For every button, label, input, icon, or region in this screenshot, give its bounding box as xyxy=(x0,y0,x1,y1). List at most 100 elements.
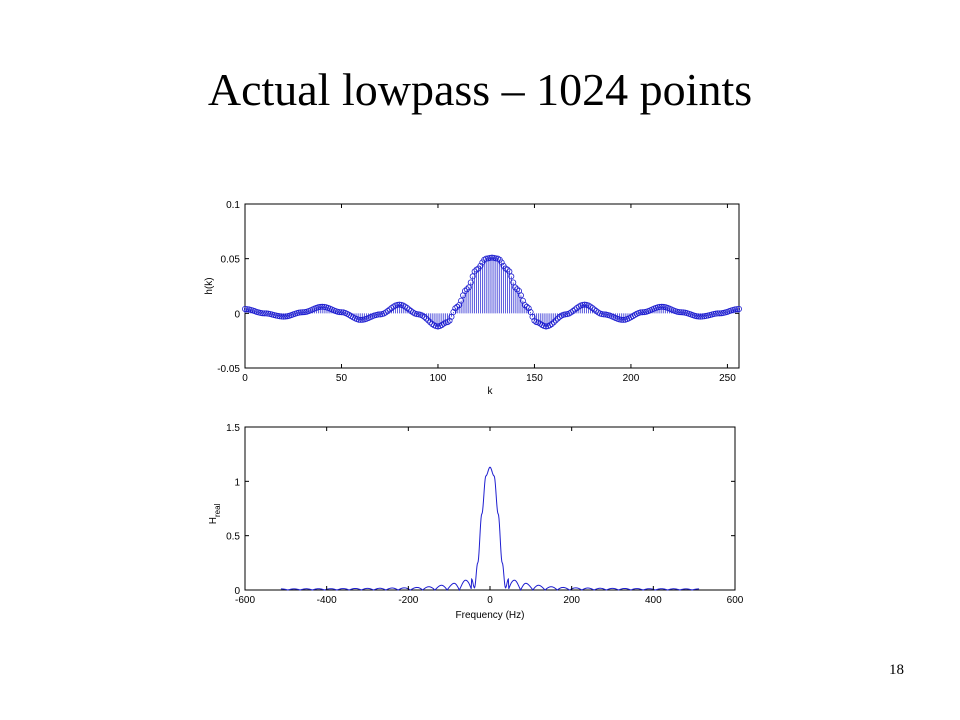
stem-marker xyxy=(467,279,474,286)
stem-marker xyxy=(336,309,343,316)
stem-marker xyxy=(413,311,420,318)
bottom-ytick-label: 0.5 xyxy=(226,532,240,543)
bottom-xtick-label: -200 xyxy=(398,595,418,606)
stem-marker xyxy=(463,286,470,293)
bottom-ylabel-main: H xyxy=(208,517,219,524)
stem-marker xyxy=(498,259,505,266)
top-xtick-label: 150 xyxy=(526,373,543,384)
top-xtick-label: 0 xyxy=(242,373,248,384)
stem-marker xyxy=(508,273,515,280)
bottom-xtick-label: 600 xyxy=(727,595,744,606)
stem-marker xyxy=(487,254,494,261)
stem-marker xyxy=(514,286,521,293)
stem-marker xyxy=(510,279,517,286)
stem-marker xyxy=(589,304,596,311)
stem-marker xyxy=(427,319,434,326)
stem-marker xyxy=(504,266,511,273)
stem-marker xyxy=(297,309,304,316)
stem-marker xyxy=(319,303,326,310)
stem-marker xyxy=(550,319,557,326)
stem-marker xyxy=(579,301,586,308)
stem-marker xyxy=(280,313,287,320)
stem-marker xyxy=(338,309,345,316)
stem-marker xyxy=(525,305,532,312)
stem-marker xyxy=(581,301,588,308)
bottom-ytick-label: 1 xyxy=(234,477,240,488)
stem-marker xyxy=(637,309,644,316)
bottom-xtick-label: 400 xyxy=(645,595,662,606)
stem-marker xyxy=(461,287,468,294)
stem-marker xyxy=(697,313,704,320)
bottom-xlabel: Frequency (Hz) xyxy=(456,610,525,621)
stem-marker xyxy=(433,323,440,330)
stem-marker xyxy=(396,301,403,308)
stem-marker xyxy=(552,317,559,324)
bottom-xtick-label: -600 xyxy=(235,595,255,606)
top-xtick-label: 250 xyxy=(719,373,736,384)
stem-marker xyxy=(317,303,324,310)
bottom-xtick-label: 200 xyxy=(563,595,580,606)
stem-marker xyxy=(278,313,285,320)
stem-marker xyxy=(446,317,453,324)
stem-marker xyxy=(699,313,706,320)
stem-marker xyxy=(639,309,646,316)
stem-marker xyxy=(469,273,476,280)
stem-marker xyxy=(477,262,484,269)
stem-marker xyxy=(676,309,683,316)
stem-marker xyxy=(570,308,577,315)
top-ytick-label: -0.05 xyxy=(217,364,240,375)
stem-marker xyxy=(517,292,524,299)
bottom-xtick-label: -400 xyxy=(317,595,337,606)
stem-marker xyxy=(299,309,306,316)
stem-marker xyxy=(658,303,665,310)
stem-marker xyxy=(404,304,411,311)
stem-marker xyxy=(554,315,561,322)
top-ytick-label: 0 xyxy=(234,309,240,320)
top-xlabel: k xyxy=(488,386,494,397)
stem-marker xyxy=(587,303,594,310)
top-xtick-label: 50 xyxy=(336,373,348,384)
stem-marker xyxy=(620,316,627,323)
stem-marker xyxy=(488,254,495,261)
stem-marker xyxy=(506,268,513,275)
top-xtick-label: 200 xyxy=(623,373,640,384)
stem-marker xyxy=(716,310,723,317)
stem-marker xyxy=(241,305,248,312)
stem-marker xyxy=(382,309,389,316)
stem-marker xyxy=(543,323,550,330)
stem-marker xyxy=(734,306,741,313)
bottom-ytick-label: 0 xyxy=(234,586,240,597)
stem-marker xyxy=(452,305,459,312)
bottom-axis-ticks: -600 -400 -200 0 200 400 600 0 0.5 1 1.5 xyxy=(226,423,744,606)
top-ylabel: h(k) xyxy=(204,277,215,294)
stem-marker xyxy=(386,306,393,313)
frequency-response-plot: -600 -400 -200 0 200 400 600 0 0.5 1 1.5 Frequency… xyxy=(208,423,744,621)
stem-marker xyxy=(419,312,426,319)
stem-marker xyxy=(714,310,721,317)
bottom-xtick-label: 0 xyxy=(487,595,493,606)
stem-marker xyxy=(357,316,364,323)
stem-marker xyxy=(695,313,702,320)
top-xtick-label: 100 xyxy=(430,373,447,384)
stem-marker xyxy=(384,308,391,315)
stem-marker xyxy=(276,313,283,320)
stem-marker xyxy=(375,311,382,318)
stem-marker xyxy=(259,310,266,317)
stem-marker xyxy=(521,302,528,309)
stem-marker xyxy=(548,320,555,327)
stem-marker xyxy=(421,313,428,320)
slide-title: Actual lowpass – 1024 points xyxy=(207,64,753,115)
stem-marker xyxy=(523,303,530,310)
bottom-ytick-label: 1.5 xyxy=(226,423,240,434)
stem-marker xyxy=(444,319,451,326)
stem-marker xyxy=(394,301,401,308)
stem-marker xyxy=(377,311,384,318)
stem-marker xyxy=(560,311,567,318)
bottom-plot-frame xyxy=(244,426,736,591)
stem-marker xyxy=(598,311,605,318)
bottom-ylabel-sub: real xyxy=(213,503,222,517)
top-ytick-label: 0.1 xyxy=(226,200,240,211)
bottom-ylabel: Hreal xyxy=(208,503,222,524)
stem-marker xyxy=(415,311,422,318)
